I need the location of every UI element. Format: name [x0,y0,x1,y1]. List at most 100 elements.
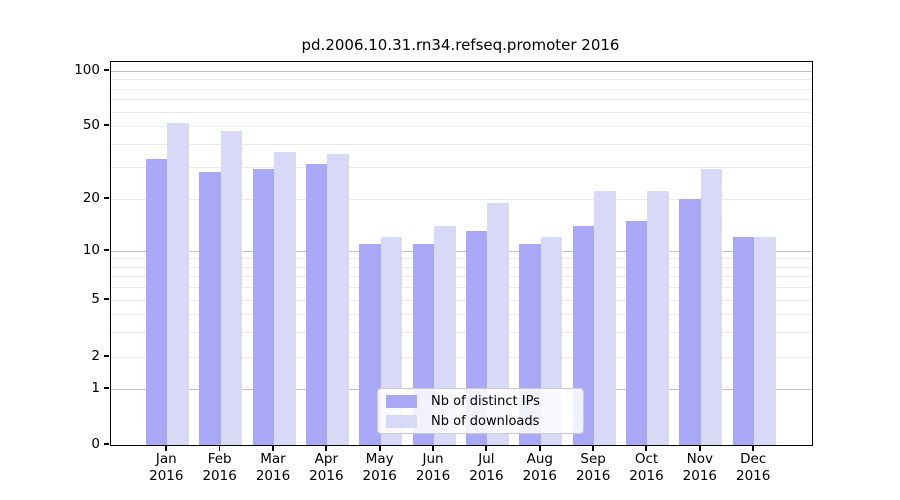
y-tick-mark-5 [104,298,109,300]
bar-downloads-dec [754,237,776,445]
legend-label-downloads: Nb of downloads [431,413,540,429]
bar-distinct-ips-may [359,243,381,445]
y-tick-label-2: 2 [91,348,100,364]
bar-downloads-feb [220,130,243,445]
x-tick-year-jan: 2016 [149,468,184,484]
x-tick-year-feb: 2016 [202,468,237,484]
x-tick-mark-dec [752,446,754,451]
plot-area: Nb of distinct IPs Nb of downloads [110,61,813,446]
x-tick-month-sep: Sep [580,451,606,467]
y-tick-label-50: 50 [82,117,100,133]
x-tick-year-dec: 2016 [736,468,771,484]
x-tick-month-oct: Oct [634,451,659,467]
bar-distinct-ips-mar [252,169,274,445]
x-tick-year-jun: 2016 [415,468,451,484]
x-tick-label-may: May 2016 [348,451,412,485]
y-tick-mark-10 [104,249,109,251]
gridline-7 [111,276,812,278]
gridline-40 [111,143,812,145]
gridline-80 [111,88,812,90]
y-tick-mark-20 [104,197,109,199]
x-tick-month-dec: Dec [740,451,767,467]
gridline-70 [111,99,812,101]
gridline-50 [111,126,812,127]
y-tick-label-100: 100 [74,62,100,78]
y-tick-label-0: 0 [91,436,100,452]
gridline-10 [111,251,812,252]
x-tick-mark-oct [645,446,648,451]
bar-distinct-ips-oct [625,220,648,445]
y-tick-label-5: 5 [91,291,100,307]
gridline-30 [111,166,812,168]
gridline-4 [111,313,812,315]
x-tick-month-jan: Jan [155,451,177,467]
x-tick-year-apr: 2016 [309,468,344,484]
x-tick-mark-jan [165,446,168,451]
legend-item-downloads: Nb of downloads [386,414,575,429]
x-tick-month-feb: Feb [207,451,232,467]
gridline-20 [111,199,812,200]
x-tick-month-apr: Apr [314,451,339,467]
legend: Nb of distinct IPs Nb of downloads [377,388,584,434]
x-tick-month-may: May [365,451,394,467]
x-tick-label-jul: Jul 2016 [454,451,518,485]
x-tick-year-aug: 2016 [522,468,557,484]
bar-distinct-ips-dec [732,237,755,445]
x-tick-label-nov: Nov 2016 [668,451,732,485]
bar-downloads-mar [274,152,296,445]
x-tick-label-mar: Mar 2016 [241,451,305,485]
x-tick-year-oct: 2016 [629,468,664,484]
x-tick-month-nov: Nov [686,451,714,467]
x-tick-label-feb: Feb 2016 [188,451,252,485]
x-tick-month-jun: Jun [422,451,444,467]
bar-downloads-jul [487,202,509,445]
x-tick-mark-sep [592,446,594,451]
y-tick-label-10: 10 [82,242,100,258]
y-tick-mark-1 [104,387,109,389]
x-tick-label-apr: Apr 2016 [294,451,358,485]
bar-downloads-nov [700,169,723,445]
x-tick-mark-feb [218,446,221,451]
gridline-2 [111,357,812,358]
y-tick-mark-2 [104,355,109,357]
x-tick-year-sep: 2016 [575,468,611,484]
y-tick-label-1: 1 [91,380,100,396]
x-tick-mark-aug [538,446,541,451]
x-tick-mark-apr [325,446,328,451]
x-tick-label-oct: Oct 2016 [614,451,678,485]
x-tick-year-mar: 2016 [255,468,291,484]
x-tick-month-aug: Aug [526,451,553,467]
gridline-6 [111,287,812,289]
y-tick-mark-100 [104,69,109,71]
y-tick-mark-50 [104,124,109,126]
x-tick-label-jun: Jun 2016 [401,451,465,485]
x-tick-month-jul: Jul [478,451,495,467]
x-tick-mark-mar [272,446,274,451]
x-tick-year-nov: 2016 [682,468,718,484]
bar-downloads-oct [647,191,669,445]
bar-distinct-ips-feb [199,172,221,445]
gridline-60 [111,111,812,113]
x-tick-label-aug: Aug 2016 [508,451,572,485]
x-tick-mark-may [378,446,381,451]
legend-swatch-distinct-ips [386,394,417,408]
x-tick-mark-nov [698,446,701,451]
y-tick-label-20: 20 [82,190,100,206]
y-tick-mark-0 [104,443,109,445]
legend-swatch-downloads [386,414,417,428]
bar-distinct-ips-jan [145,159,168,445]
x-tick-label-sep: Sep 2016 [561,451,625,485]
bar-downloads-sep [594,191,616,445]
gridline-3 [111,331,812,333]
x-tick-label-dec: Dec 2016 [721,451,785,485]
x-tick-year-jul: 2016 [469,468,504,484]
bar-downloads-jan [167,122,189,445]
gridline-100 [111,71,812,72]
gridline-90 [111,79,812,81]
legend-item-distinct-ips: Nb of distinct IPs [386,394,575,409]
x-tick-year-may: 2016 [362,468,397,484]
bar-distinct-ips-nov [679,199,701,445]
gridline-9 [111,258,812,260]
x-tick-mark-jul [485,446,488,451]
